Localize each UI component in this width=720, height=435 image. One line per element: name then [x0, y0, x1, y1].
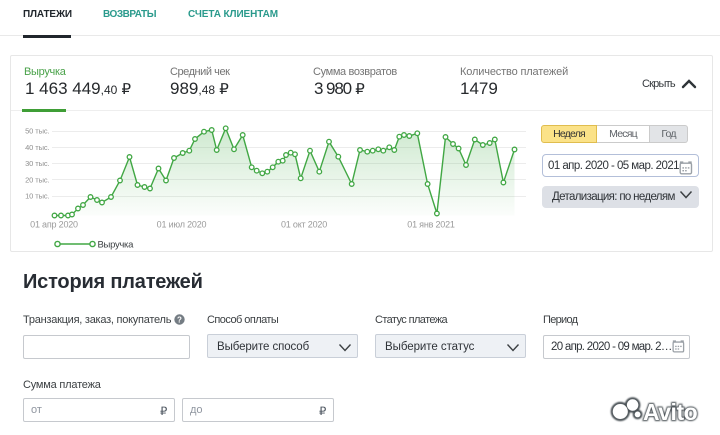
svg-text:Avito: Avito [643, 399, 698, 425]
svg-text:01 янв 2021: 01 янв 2021 [407, 220, 455, 230]
svg-text:50 тыс.: 50 тыс. [25, 127, 49, 136]
svg-text:30 тыс.: 30 тыс. [25, 159, 49, 168]
svg-text:Выручка: Выручка [98, 240, 135, 251]
svg-text:01 июл 2020: 01 июл 2020 [157, 220, 207, 230]
svg-text:20 тыс.: 20 тыс. [25, 175, 49, 184]
svg-text:40 тыс.: 40 тыс. [25, 143, 49, 152]
svg-text:Avito: Avito [643, 399, 698, 425]
svg-text:01 апр 2020: 01 апр 2020 [30, 220, 78, 230]
svg-text:01 окт 2020: 01 окт 2020 [281, 220, 327, 230]
svg-text:10 тыс.: 10 тыс. [25, 192, 49, 201]
svg-text:?: ? [177, 315, 182, 324]
